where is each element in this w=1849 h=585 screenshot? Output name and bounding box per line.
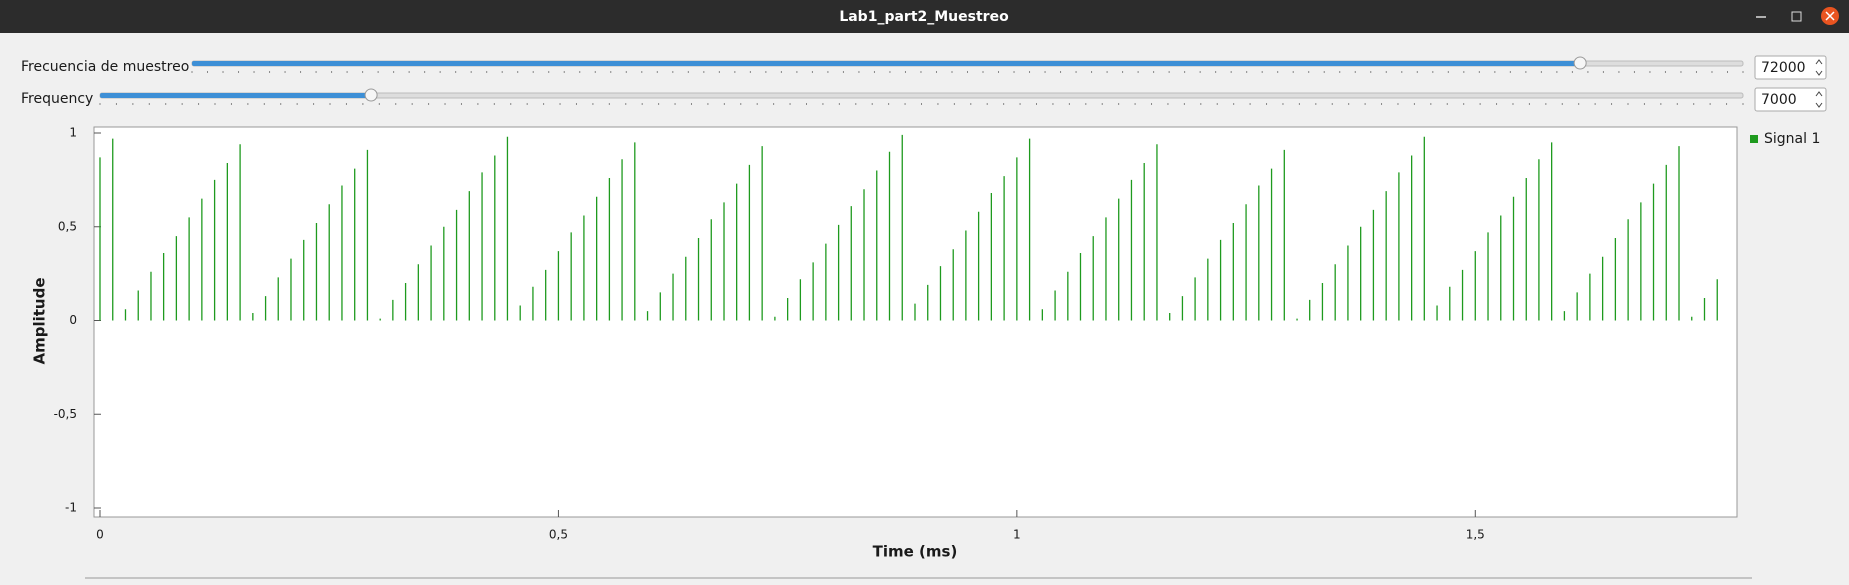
maximize-button[interactable]	[1791, 11, 1802, 22]
spinbox-value: 7000	[1761, 92, 1797, 108]
x-tick-label: 1	[1013, 528, 1021, 542]
spin-arrows[interactable]	[1815, 91, 1823, 108]
spinbox[interactable]	[1754, 87, 1827, 112]
spinbox[interactable]	[1754, 55, 1827, 80]
x-axis-title: Time (ms)	[873, 543, 958, 561]
y-tick-label: 0,5	[58, 219, 77, 233]
slider-label: Frecuencia de muestreo	[21, 59, 189, 75]
slider-label: Frequency	[21, 91, 93, 107]
legend-swatch	[1750, 135, 1758, 143]
spinbox-value: 72000	[1761, 60, 1806, 76]
window-title: Lab1_part2_Muestreo	[839, 9, 1009, 25]
y-tick-label: -1	[65, 501, 77, 515]
x-tick-label: 0	[96, 528, 104, 542]
x-tick-label: 1,5	[1466, 528, 1485, 542]
y-tick-label: -0,5	[54, 407, 77, 421]
slider-handle[interactable]	[1573, 56, 1587, 70]
slider-fill	[192, 61, 1581, 66]
slider-handle[interactable]	[364, 88, 378, 102]
legend-label: Signal 1	[1764, 131, 1820, 147]
slider-fill	[100, 93, 372, 98]
title-bar	[0, 0, 1849, 33]
y-tick-label: 0	[69, 313, 77, 327]
y-tick-label: 1	[69, 126, 77, 140]
y-axis-title: Amplitude	[31, 277, 49, 364]
close-icon	[1825, 11, 1835, 21]
x-tick-label: 0,5	[549, 528, 568, 542]
plot-area	[93, 126, 1738, 518]
spin-arrows[interactable]	[1815, 59, 1823, 76]
